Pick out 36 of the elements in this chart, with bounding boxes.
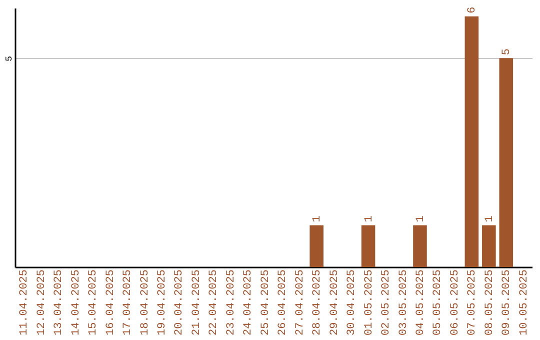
data-label: 1 [484, 215, 496, 222]
data-label: 1 [363, 215, 376, 222]
x-tick-label: 23.04.2025 [225, 270, 238, 336]
x-tick-label: 14.04.2025 [70, 270, 82, 336]
x-tick-label: 12.04.2025 [36, 270, 48, 336]
x-tick-label: 11.04.2025 [18, 270, 31, 336]
x-tick-label: 19.04.2025 [156, 270, 168, 336]
x-tick-label: 10.05.2025 [518, 270, 530, 336]
x-tick-label: 16.04.2025 [104, 270, 117, 336]
x-tick-label: 21.04.2025 [190, 270, 203, 336]
x-tick-label: 18.04.2025 [139, 270, 152, 336]
data-label: 1 [312, 215, 324, 222]
x-tick-label: 30.04.2025 [346, 270, 358, 336]
x-tick-label: 15.04.2025 [88, 270, 100, 336]
data-label: 1 [414, 215, 427, 222]
x-tick-label: 07.05.2025 [466, 270, 479, 336]
x-tick-label: 02.05.2025 [380, 270, 393, 336]
x-tick-label: 20.04.2025 [174, 270, 186, 336]
x-tick-label: 09.05.2025 [501, 270, 514, 336]
x-tick-label: 04.05.2025 [414, 270, 427, 336]
x-tick-label: 03.05.2025 [398, 270, 410, 336]
x-tick-label: 24.04.2025 [242, 270, 255, 336]
data-label: 5 [501, 48, 514, 56]
x-tick-label: 08.05.2025 [484, 270, 496, 336]
x-tick-label: 25.04.2025 [260, 270, 272, 336]
x-tick-label: 27.04.2025 [294, 270, 306, 336]
x-tick-label: 05.05.2025 [432, 270, 444, 336]
x-tick-label: 17.04.2025 [122, 270, 134, 336]
data-label: 6 [466, 6, 479, 14]
x-tick-label: 28.04.2025 [312, 270, 324, 336]
x-tick-label: 13.04.2025 [53, 270, 66, 336]
x-tick-label: 06.05.2025 [449, 270, 462, 336]
x-tick-label: 26.04.2025 [277, 270, 290, 336]
x-tick-label: 29.04.2025 [328, 270, 341, 336]
x-tick-label: 01.05.2025 [363, 270, 376, 336]
x-tick-label: 22.04.2025 [208, 270, 220, 336]
